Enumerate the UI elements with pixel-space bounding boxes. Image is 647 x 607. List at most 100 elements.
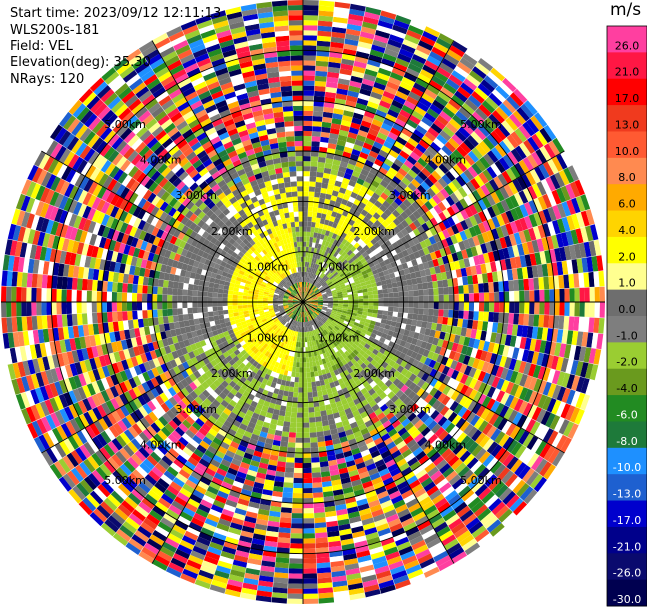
velocity-cell	[477, 124, 490, 137]
velocity-cell	[417, 184, 427, 195]
velocity-cell	[193, 279, 200, 286]
velocity-cell	[213, 62, 227, 72]
velocity-cell	[385, 136, 397, 146]
velocity-cell	[555, 233, 564, 248]
velocity-cell	[414, 270, 422, 278]
velocity-cell	[336, 277, 343, 282]
velocity-cell	[395, 206, 404, 215]
velocity-cell	[112, 311, 118, 322]
velocity-cell	[388, 167, 398, 176]
velocity-cell	[426, 108, 440, 119]
velocity-cell	[288, 269, 293, 275]
velocity-cell	[401, 76, 415, 87]
velocity-cell	[516, 107, 530, 122]
velocity-cell	[364, 276, 370, 282]
velocity-cell	[202, 302, 208, 308]
velocity-cell	[275, 167, 283, 174]
velocity-cell	[273, 15, 289, 22]
velocity-cell	[556, 153, 568, 170]
velocity-cell	[304, 292, 307, 298]
velocity-cell	[307, 298, 313, 301]
velocity-cell	[521, 266, 529, 279]
velocity-cell	[377, 289, 384, 295]
velocity-cell	[513, 232, 522, 245]
velocity-cell	[399, 150, 410, 160]
velocity-cell	[228, 68, 242, 77]
velocity-cell	[248, 131, 259, 140]
velocity-cell	[292, 236, 297, 243]
velocity-cell	[524, 290, 530, 302]
velocity-cell	[240, 3, 257, 12]
velocity-cell	[285, 217, 291, 224]
velocity-cell	[363, 73, 377, 82]
velocity-cell	[182, 295, 188, 302]
velocity-cell	[239, 60, 253, 69]
velocity-cell	[236, 92, 249, 101]
velocity-cell	[330, 268, 335, 274]
velocity-cell	[298, 206, 303, 212]
velocity-cell	[307, 288, 310, 293]
velocity-cell	[456, 160, 468, 173]
velocity-cell	[305, 292, 308, 298]
velocity-cell	[392, 234, 401, 242]
velocity-cell	[460, 267, 468, 277]
velocity-cell	[250, 163, 260, 171]
velocity-cell	[207, 306, 213, 312]
velocity-cell	[330, 255, 336, 262]
velocity-cell	[351, 271, 357, 277]
velocity-cell	[147, 293, 153, 302]
velocity-cell	[309, 181, 316, 187]
velocity-cell	[300, 251, 303, 257]
velocity-cell	[226, 11, 243, 20]
velocity-cell	[310, 291, 315, 296]
velocity-cell	[16, 302, 22, 317]
velocity-cell	[268, 222, 275, 229]
velocity-cell	[290, 176, 297, 182]
velocity-cell	[470, 131, 483, 144]
velocity-cell	[444, 53, 460, 66]
velocity-cell	[431, 274, 438, 282]
velocity-cell	[385, 113, 397, 123]
velocity-cell	[231, 78, 245, 87]
velocity-cell	[338, 270, 344, 276]
velocity-cell	[194, 53, 210, 63]
velocity-cell	[295, 267, 299, 273]
velocity-cell	[280, 250, 285, 256]
velocity-cell	[389, 34, 404, 44]
velocity-cell	[387, 109, 399, 119]
velocity-cell	[472, 189, 482, 202]
velocity-cell	[264, 180, 272, 188]
velocity-cell	[588, 240, 597, 257]
velocity-cell	[303, 256, 306, 262]
velocity-cell	[222, 49, 237, 58]
velocity-cell	[421, 276, 428, 284]
velocity-cell	[335, 285, 341, 290]
velocity-cell	[461, 102, 475, 115]
velocity-cell	[328, 138, 338, 145]
velocity-cell	[306, 294, 311, 299]
velocity-cell	[335, 175, 344, 183]
velocity-cell	[81, 302, 87, 314]
velocity-cell	[404, 173, 415, 183]
velocity-cell	[523, 139, 536, 154]
velocity-cell	[409, 58, 425, 69]
velocity-cell	[426, 187, 436, 198]
velocity-cell	[395, 184, 404, 194]
velocity-cell	[588, 271, 595, 287]
velocity-cell	[406, 155, 417, 166]
velocity-cell	[425, 253, 433, 262]
velocity-cell	[325, 157, 334, 165]
velocity-cell	[392, 209, 401, 218]
velocity-cell	[385, 263, 393, 270]
velocity-cell	[86, 302, 92, 313]
velocity-cell	[527, 154, 539, 169]
velocity-cell	[319, 288, 325, 292]
velocity-cell	[419, 240, 428, 249]
velocity-cell	[334, 1, 351, 9]
velocity-cell	[306, 287, 310, 293]
velocity-cell	[370, 278, 376, 284]
velocity-cell	[380, 192, 389, 201]
velocity-cell	[299, 277, 301, 283]
velocity-cell	[463, 284, 469, 294]
velocity-cell	[309, 176, 317, 182]
